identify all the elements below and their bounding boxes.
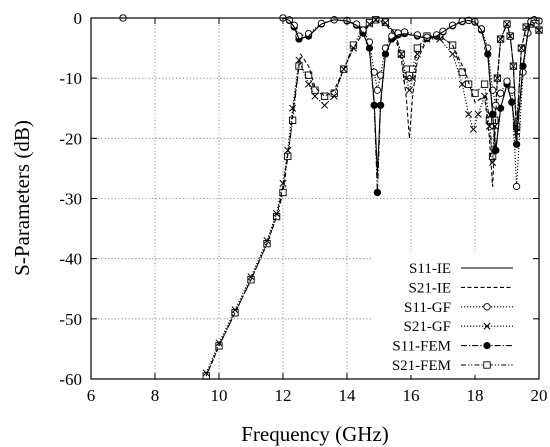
data-point-s11-gf [388, 32, 396, 40]
x-tick-label: 18 [467, 386, 484, 405]
legend-label-s11-gf: S11-GF [404, 300, 451, 316]
data-point-s21-fem [408, 65, 417, 73]
series-line-s21-ie [205, 20, 540, 377]
y-tick-label: -60 [59, 370, 82, 389]
data-point-s21-gf [413, 50, 421, 58]
data-point-s21-gf [289, 104, 297, 112]
data-point-s21-gf [295, 56, 303, 64]
data-point-s21-gf [215, 339, 223, 347]
series-s21-ie [205, 20, 540, 377]
x-tick-label: 10 [211, 386, 228, 405]
data-point-s21-gf [305, 80, 313, 88]
x-axis-title: Frequency (GHz) [241, 422, 389, 446]
data-point-s21-gf [311, 92, 319, 100]
series-line-s21-gf [205, 19, 540, 374]
data-point-s21-fem [279, 188, 287, 197]
y-tick-label: -20 [59, 129, 82, 148]
data-point-s21-gf [493, 74, 501, 82]
series-line-s11-ie [123, 17, 540, 175]
x-tick-label: 14 [339, 386, 357, 405]
data-point-s21-gf [365, 20, 373, 28]
data-point-s21-fem [202, 372, 210, 380]
data-point-s21-gf [465, 110, 473, 118]
x-tick-label: 12 [275, 386, 292, 405]
series-layer [119, 14, 543, 380]
y-tick-label: -40 [59, 250, 82, 269]
legend-marker-s21-fem [483, 361, 491, 369]
data-point-s11-fem [373, 188, 382, 197]
data-point-s21-gf [449, 50, 457, 58]
data-point-s11-gf [512, 182, 521, 191]
data-point-s21-gf [474, 110, 482, 118]
series-s11-ie [123, 17, 540, 175]
data-point-s21-gf [497, 35, 505, 43]
legend-marker-s11-gf [483, 303, 491, 311]
data-point-s21-fem [480, 80, 489, 88]
y-axis-title: S-Parameters (dB) [10, 120, 34, 276]
data-point-s21-fem [458, 68, 466, 76]
data-point-s21-gf [330, 92, 338, 100]
data-point-s21-gf [202, 369, 210, 377]
data-point-s21-gf [284, 146, 292, 154]
y-tick-label: -10 [59, 69, 82, 88]
data-point-s21-fem [311, 86, 319, 94]
data-point-s21-gf [321, 101, 329, 109]
legend-label-s21-fem: S21-FEM [392, 358, 451, 374]
legend-label-s11-fem: S11-FEM [392, 339, 451, 355]
y-tick-label: -50 [59, 310, 82, 329]
legend-box [372, 253, 532, 375]
legend-marker-s11-fem [483, 341, 491, 350]
grid-lines [91, 18, 539, 379]
legend: S11-IE S21-IE S11-GF S21-GF S11-FEM S21-FEM [372, 253, 532, 375]
x-tick-label: 16 [403, 386, 420, 405]
data-point-s21-gf [381, 19, 389, 27]
legend-label-s11-ie: S11-IE [409, 261, 451, 277]
data-point-s21-fem [365, 19, 374, 27]
data-point-s11-gf [503, 77, 511, 85]
data-point-s21-gf [509, 62, 517, 70]
data-point-s21-gf [405, 86, 413, 94]
x-tick-label: 6 [87, 386, 96, 405]
x-tick-label: 20 [531, 386, 548, 405]
data-point-s21-fem [320, 92, 329, 100]
data-point-s21-fem [413, 44, 422, 52]
y-tick-label: -30 [59, 190, 82, 209]
data-point-s11-gf [373, 86, 382, 94]
legend-label-s21-ie: S21-IE [409, 280, 452, 296]
legend-marker-s21-gf [483, 322, 491, 330]
y-tick-label: 0 [74, 9, 83, 28]
legend-label-s21-gf: S21-GF [403, 319, 451, 335]
data-point-s21-gf [458, 80, 466, 88]
x-tick-label: 8 [151, 386, 160, 405]
data-point-s21-gf [273, 209, 281, 218]
axis-ticks: 6 8 10 12 14 16 18 20 0 -10 -20 -30 -40 -50 -60 [59, 9, 547, 405]
data-point-s11-gf [496, 89, 505, 97]
data-point-s21-gf [469, 125, 477, 133]
